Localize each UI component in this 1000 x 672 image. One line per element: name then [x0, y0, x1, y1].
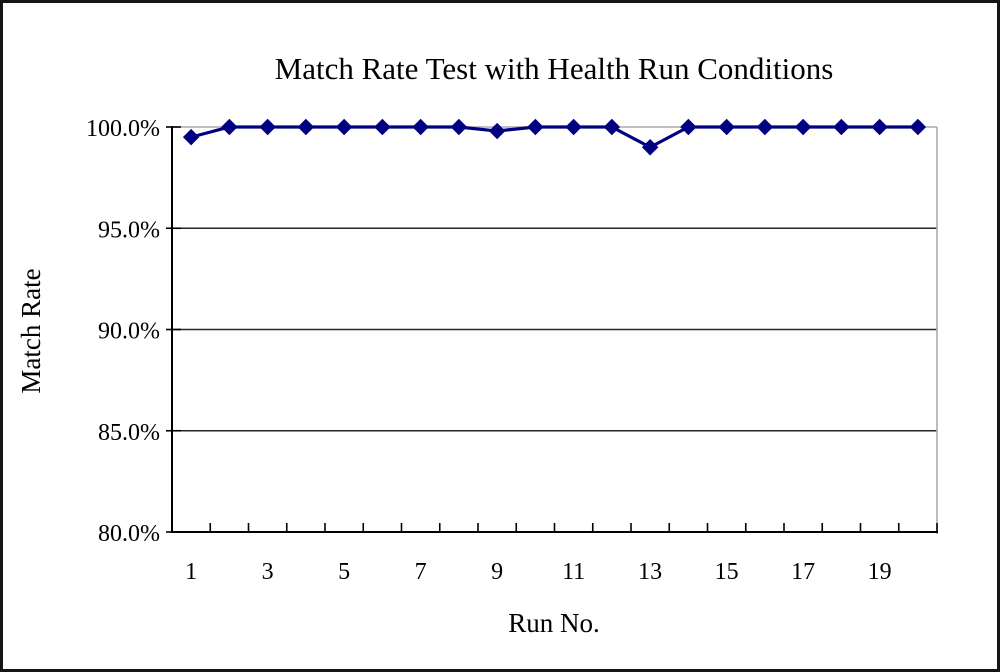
x-tick-label: 1	[185, 559, 197, 585]
chart-title: Match Rate Test with Health Run Conditio…	[275, 51, 834, 86]
x-tick-label: 5	[338, 559, 350, 585]
data-point-marker	[641, 139, 659, 156]
data-point-marker	[680, 118, 697, 136]
x-tick-label: 15	[715, 559, 739, 585]
data-point-marker	[221, 118, 238, 136]
x-tick-label: 7	[415, 559, 427, 585]
data-point-marker	[871, 118, 888, 136]
y-tick-label: 80.0%	[98, 521, 160, 547]
data-point-marker	[565, 118, 582, 136]
series-line	[190, 125, 918, 150]
data-point-marker	[335, 118, 353, 136]
data-point-marker	[603, 118, 621, 136]
data-point-marker	[909, 118, 927, 136]
data-point-marker	[756, 118, 774, 136]
x-tick-label: 17	[791, 559, 815, 585]
data-point-marker	[450, 118, 468, 136]
data-point-marker	[374, 118, 391, 136]
tick-marks-group	[166, 126, 938, 533]
data-point-marker	[297, 118, 315, 136]
y-axis-title: Match Rate	[16, 268, 46, 393]
y-tick-label: 100.0%	[86, 116, 160, 142]
data-point-marker	[488, 122, 506, 140]
x-tick-label: 13	[638, 559, 662, 585]
x-tick-label: 11	[562, 559, 585, 585]
y-tick-label: 85.0%	[98, 420, 160, 446]
data-point-marker	[718, 118, 735, 136]
data-point-marker	[794, 118, 812, 136]
data-point-marker	[412, 118, 429, 136]
tick-labels-group: 100.0%95.0%90.0%85.0%80.0%1 3 5 7 9 11 13 15 17 1…	[86, 116, 892, 585]
x-tick-label: 3	[262, 559, 274, 585]
y-tick-label: 90.0%	[98, 319, 160, 345]
gridlines-group	[172, 126, 938, 534]
data-point-marker	[833, 118, 850, 136]
series-group	[182, 118, 927, 156]
data-point-marker	[182, 128, 200, 146]
x-tick-label: 9	[491, 559, 503, 585]
x-tick-label: 19	[868, 559, 892, 585]
x-axis-title: Run No.	[508, 608, 600, 638]
data-point-marker	[259, 118, 276, 136]
y-tick-label: 95.0%	[98, 217, 160, 243]
data-point-marker	[527, 118, 544, 136]
